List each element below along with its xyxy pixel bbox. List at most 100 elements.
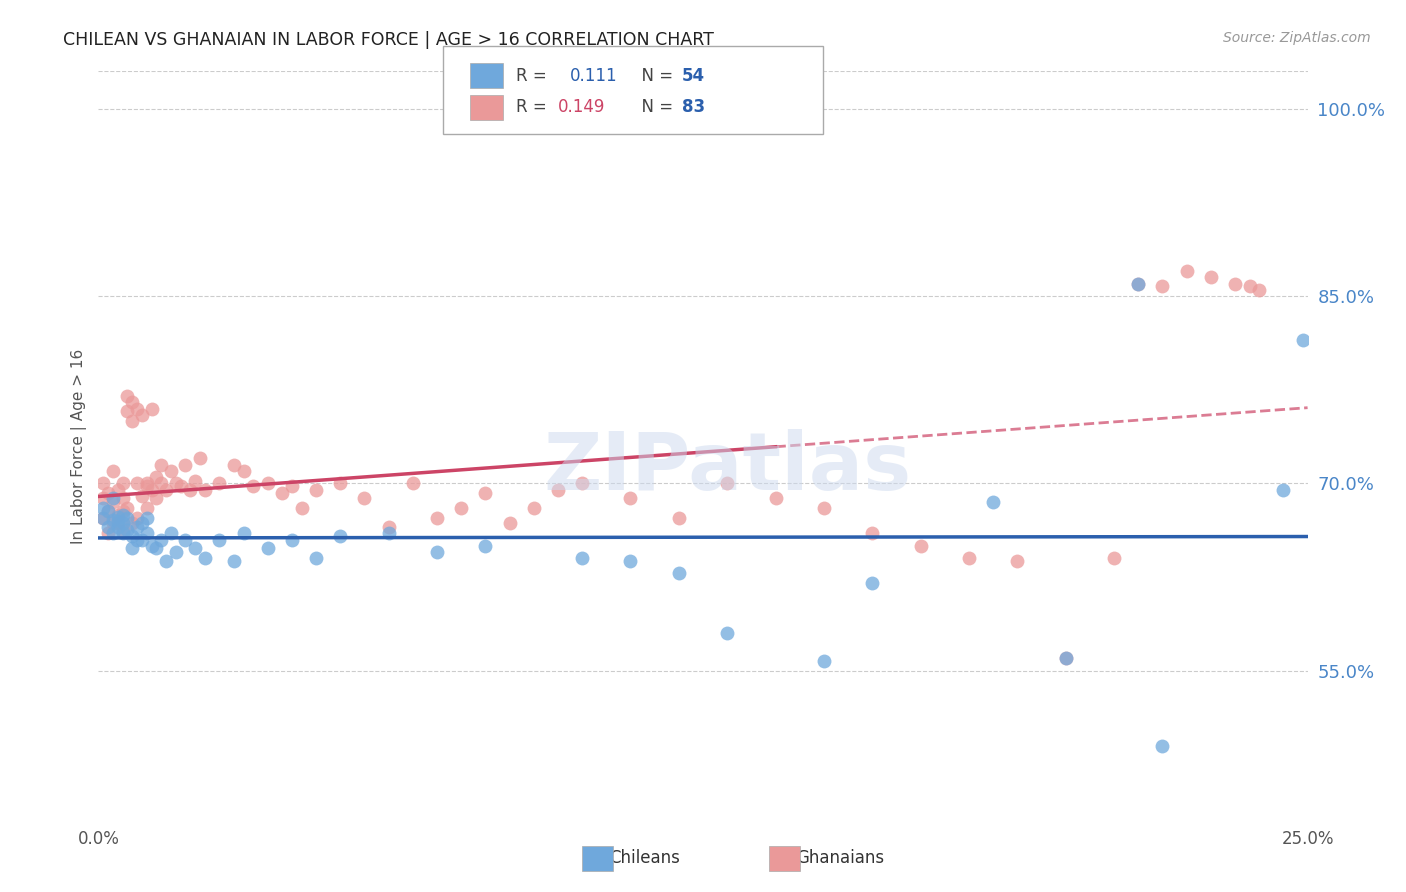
- Point: [222, 554, 245, 568]
- Y-axis label: In Labor Force | Age > 16: In Labor Force | Age > 16: [72, 349, 87, 543]
- Point: [547, 483, 569, 497]
- Point: [1054, 651, 1077, 665]
- Point: [97, 486, 120, 500]
- Text: 0.149: 0.149: [558, 98, 606, 116]
- Point: [716, 626, 738, 640]
- Point: [150, 458, 173, 472]
- Point: [111, 516, 134, 531]
- Point: [242, 479, 264, 493]
- Text: 0.111: 0.111: [569, 67, 617, 85]
- Point: [1239, 279, 1261, 293]
- Point: [208, 476, 231, 491]
- Point: [208, 533, 231, 547]
- Point: [141, 539, 163, 553]
- Point: [281, 533, 304, 547]
- Point: [1249, 283, 1271, 297]
- Point: [101, 513, 124, 527]
- Point: [121, 516, 143, 531]
- Text: 54: 54: [682, 67, 704, 85]
- Point: [121, 529, 143, 543]
- Point: [127, 511, 149, 525]
- Point: [117, 404, 139, 418]
- Text: Ghanaians: Ghanaians: [796, 849, 884, 867]
- Point: [232, 464, 254, 478]
- Point: [101, 526, 124, 541]
- Point: [910, 539, 932, 553]
- Point: [121, 414, 143, 428]
- Point: [474, 486, 496, 500]
- Point: [1102, 551, 1125, 566]
- Text: Source: ZipAtlas.com: Source: ZipAtlas.com: [1223, 31, 1371, 45]
- Point: [107, 520, 129, 534]
- Text: R =: R =: [516, 98, 553, 116]
- Point: [141, 483, 163, 497]
- Point: [150, 476, 173, 491]
- Point: [716, 476, 738, 491]
- Point: [127, 401, 149, 416]
- Point: [145, 470, 167, 484]
- Point: [160, 526, 183, 541]
- Point: [426, 511, 449, 525]
- Point: [135, 476, 157, 491]
- Text: CHILEAN VS GHANAIAN IN LABOR FORCE | AGE > 16 CORRELATION CHART: CHILEAN VS GHANAIAN IN LABOR FORCE | AGE…: [63, 31, 714, 49]
- Point: [668, 511, 690, 525]
- Point: [1223, 277, 1246, 291]
- Text: R =: R =: [516, 67, 557, 85]
- Point: [107, 508, 129, 522]
- Point: [121, 395, 143, 409]
- Point: [571, 551, 593, 566]
- Text: 83: 83: [682, 98, 704, 116]
- Point: [1199, 270, 1222, 285]
- Point: [91, 491, 114, 506]
- Point: [305, 483, 328, 497]
- Point: [145, 491, 167, 506]
- Point: [281, 479, 304, 493]
- Point: [135, 479, 157, 493]
- Point: [107, 483, 129, 497]
- Point: [127, 520, 149, 534]
- Point: [1292, 333, 1315, 347]
- Point: [135, 501, 157, 516]
- Point: [145, 541, 167, 556]
- Point: [107, 514, 129, 528]
- Point: [271, 486, 294, 500]
- Point: [498, 516, 520, 531]
- Point: [1152, 739, 1174, 753]
- Point: [256, 476, 278, 491]
- Point: [97, 520, 120, 534]
- Point: [426, 545, 449, 559]
- Point: [174, 458, 197, 472]
- Point: [101, 495, 124, 509]
- Point: [523, 501, 546, 516]
- Point: [668, 566, 690, 581]
- Point: [232, 526, 254, 541]
- Point: [860, 576, 883, 591]
- Point: [305, 551, 328, 566]
- Point: [131, 408, 153, 422]
- Point: [97, 526, 120, 541]
- Point: [160, 464, 183, 478]
- Point: [329, 476, 352, 491]
- Point: [97, 504, 120, 518]
- Point: [117, 501, 139, 516]
- Point: [765, 491, 787, 506]
- Point: [111, 504, 134, 518]
- Point: [91, 511, 114, 525]
- Point: [256, 541, 278, 556]
- Point: [450, 501, 472, 516]
- Point: [474, 539, 496, 553]
- Point: [329, 529, 352, 543]
- Point: [188, 451, 211, 466]
- Text: ZIPatlas: ZIPatlas: [543, 429, 911, 508]
- Point: [155, 554, 177, 568]
- Point: [135, 511, 157, 525]
- Point: [1128, 277, 1150, 291]
- Point: [131, 489, 153, 503]
- Point: [111, 476, 134, 491]
- Point: [194, 551, 217, 566]
- Point: [91, 501, 114, 516]
- Point: [981, 495, 1004, 509]
- Point: [377, 520, 399, 534]
- Point: [117, 511, 139, 525]
- Point: [127, 476, 149, 491]
